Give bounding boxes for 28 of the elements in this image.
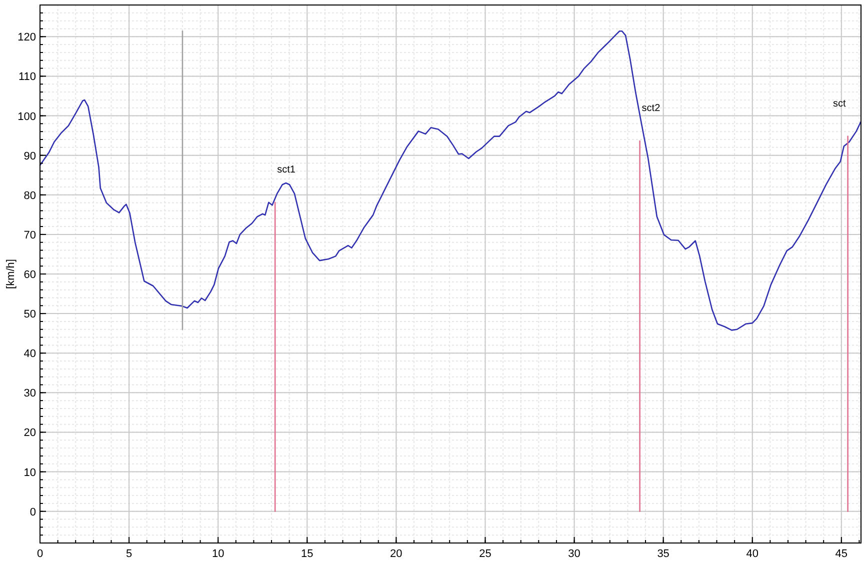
x-tick-label: 45 [835, 548, 848, 560]
y-tick-label: 80 [24, 190, 36, 202]
y-tick-label: 0 [30, 506, 36, 518]
y-tick-label: 50 [24, 308, 36, 321]
y-tick-label: 20 [24, 427, 36, 440]
x-tick-label: 5 [126, 548, 132, 560]
annotation: sct [833, 98, 846, 110]
y-tick-label: 70 [24, 229, 36, 242]
x-tick-label: 30 [568, 548, 580, 560]
y-tick-label: 110 [18, 71, 36, 84]
x-tick-label: 20 [390, 548, 402, 560]
y-tick-label: 10 [24, 466, 36, 479]
y-tick-label: 30 [24, 388, 36, 400]
y-tick-label: 100 [18, 110, 36, 123]
x-tick-label: 35 [657, 548, 670, 560]
x-tick-label: 40 [746, 548, 758, 560]
y-tick-label: 120 [18, 32, 36, 44]
y-tick-label: 60 [24, 269, 36, 281]
x-tick-label: 0 [36, 548, 44, 560]
annotation: sct2 [642, 103, 661, 114]
line-series [39, 30, 862, 331]
y-axis-title: [km/h] [5, 259, 17, 289]
y-tick-label: 90 [24, 150, 36, 162]
x-tick-label: 25 [479, 548, 492, 560]
x-tick-label: 15 [301, 548, 314, 560]
x-tick-label: 10 [212, 548, 224, 560]
y-tick-label: 40 [24, 348, 36, 360]
annotation: sct1 [277, 164, 296, 176]
